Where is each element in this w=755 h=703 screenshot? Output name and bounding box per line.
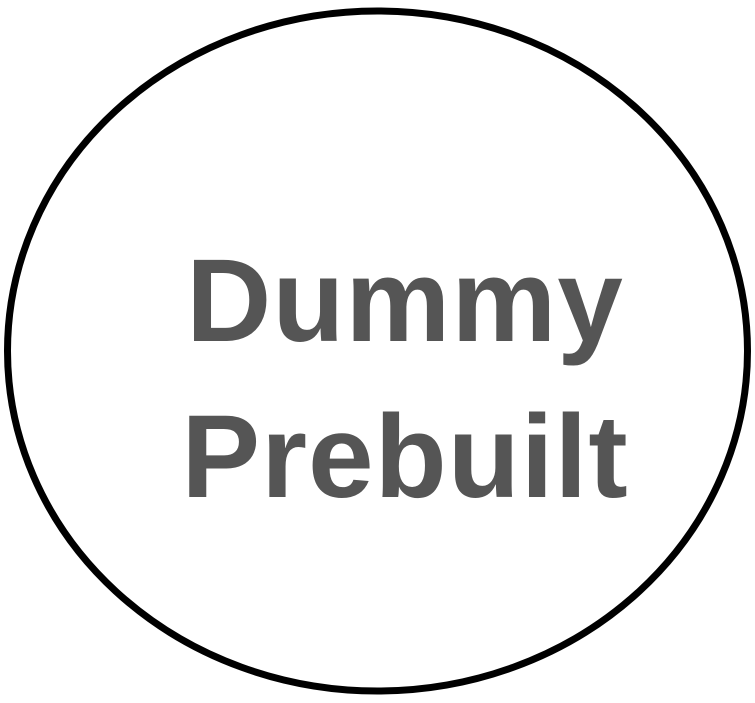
ellipse-border (4, 7, 751, 695)
logo-text-line1: Dummy (186, 235, 624, 367)
logo-text-line2: Prebuilt (181, 391, 629, 523)
